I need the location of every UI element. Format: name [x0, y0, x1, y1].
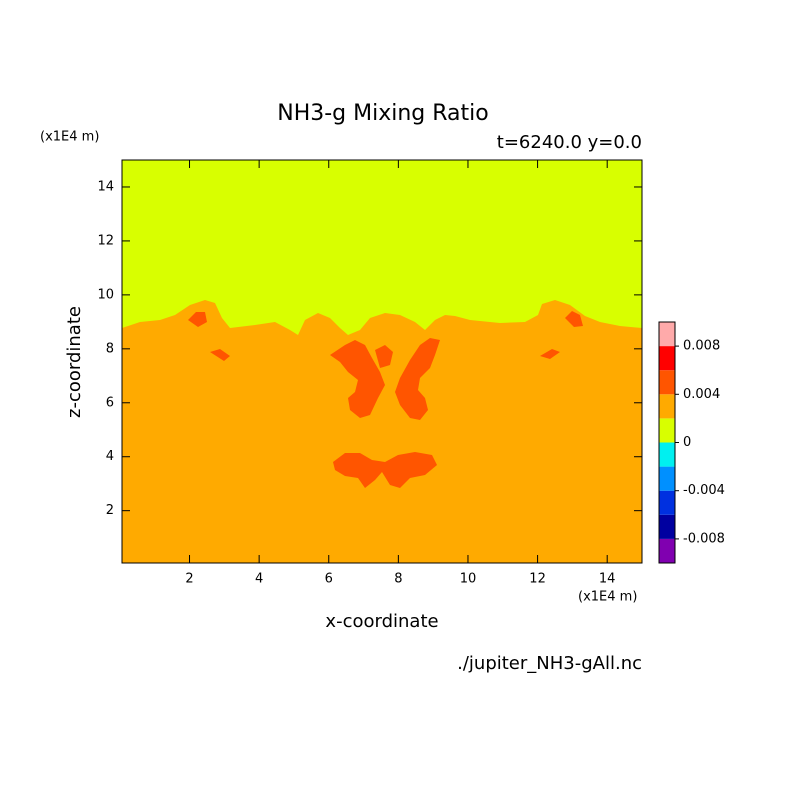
y-unit: (x1E4 m) — [40, 130, 99, 145]
x-tick-label: 14 — [599, 572, 616, 587]
contour-region — [188, 312, 207, 327]
y-tick-label: 6 — [106, 395, 114, 410]
x-tick-label: 4 — [255, 572, 263, 587]
y-tick-label: 4 — [106, 449, 114, 464]
y-tick-label: 10 — [97, 287, 114, 302]
colorbar-swatch — [659, 490, 675, 515]
y-tick-label: 14 — [97, 179, 114, 194]
contour-region — [122, 160, 642, 335]
x-axis-label: x-coordinate — [325, 611, 438, 632]
colorbar-swatch — [659, 322, 675, 347]
plot-frame — [121, 159, 643, 564]
y-tick-label: 12 — [97, 233, 114, 248]
contour-region — [330, 340, 385, 418]
axes — [122, 160, 642, 563]
x-tick-label: 10 — [460, 572, 477, 587]
contour-region — [375, 345, 393, 368]
y-tick-label: 8 — [106, 341, 114, 356]
contour-region — [210, 349, 230, 361]
y-axis-label: z-coordinate — [64, 306, 85, 418]
colorbar-swatch — [659, 346, 675, 371]
colorbar-tick-label: -0.008 — [683, 531, 725, 546]
x-tick-label: 6 — [325, 572, 333, 587]
colorbar-swatch — [659, 370, 675, 395]
colorbar-tick-label: 0.008 — [683, 339, 720, 354]
contour-region — [333, 452, 437, 488]
x-tick-label: 8 — [394, 572, 402, 587]
colorbar-swatch — [659, 514, 675, 539]
colorbar-swatch — [659, 538, 675, 563]
contour-region — [395, 338, 440, 420]
colorbar-swatch — [659, 442, 675, 467]
contour-region — [565, 311, 583, 327]
colorbar-tick-label: 0 — [683, 435, 691, 450]
footer: ./jupiter_NH3-gAll.nc — [457, 653, 642, 674]
chart-title: NH3-g Mixing Ratio — [277, 101, 489, 126]
chart-subtitle: t=6240.0 y=0.0 — [497, 132, 642, 153]
contour-region — [540, 349, 560, 359]
x-unit: (x1E4 m) — [578, 590, 637, 605]
colorbar-tick-label: -0.004 — [683, 483, 725, 498]
x-tick-label: 12 — [529, 572, 546, 587]
y-tick-label: 2 — [106, 503, 114, 518]
x-tick-label: 2 — [185, 572, 193, 587]
colorbar-swatch — [659, 418, 675, 443]
colorbar-swatch — [659, 466, 675, 491]
contour-field — [122, 160, 642, 563]
colorbar-tick-label: 0.004 — [683, 387, 720, 402]
colorbar-swatch — [659, 394, 675, 419]
